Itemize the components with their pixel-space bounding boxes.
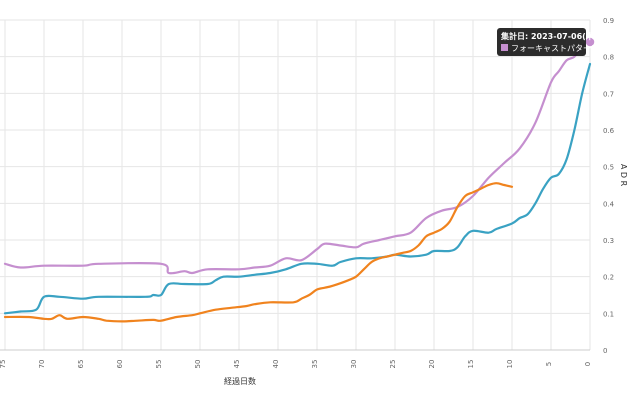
x-tick-labels: 75 70 65 60 55 50 45 40 35 30 25 20 15 10 5 0 [0,360,592,369]
x-tick-label-2: 65 [77,360,85,369]
tooltip-value: 199 室 [604,43,630,53]
series-layer [3,40,592,323]
x-axis-title: 経過日数 [224,376,256,386]
y-tick-label-6: 0.6 [603,127,615,135]
x-tick-label-9: 30 [350,360,358,369]
x-tick-label-8: 35 [311,360,319,369]
y-tick-label-1: 0.1 [603,310,614,318]
x-tick-label-7: 40 [272,360,280,369]
x-tick-label-0: 75 [0,360,7,369]
y-tick-label-5: 0.5 [603,164,614,172]
y-tick-label-7: 0.7 [603,90,614,98]
x-tick-label-14: 5 [545,362,553,366]
x-tick-label-1: 70 [38,360,46,369]
x-tick-label-11: 20 [428,360,436,369]
tooltip-series-label: フォーキャストパターン [511,44,599,53]
x-tick-label-12: 15 [467,360,475,369]
y-tick-label-4: 0.4 [603,200,615,208]
x-tick-label-15: 0 [584,362,592,366]
tooltip-background [497,28,586,56]
tooltip-title: 集計日: 2023-07-06(木) [500,31,597,41]
y-tick-labels: 0 0.1 0.2 0.3 0.4 0.5 0.6 0.7 0.8 0.9 [603,17,615,355]
series-line-2 [3,182,514,323]
x-tick-label-13: 10 [506,360,514,369]
tooltip-series-row: フォーキャストパターン: 199 室 [511,43,630,53]
x-tick-label-10: 25 [389,360,397,369]
x-tick-label-5: 50 [194,360,202,369]
x-tick-label-3: 60 [116,360,124,369]
grid-lines [0,19,591,351]
y-tick-label-9: 0.9 [603,17,614,25]
series-line-1 [3,62,592,315]
y-tick-label-8: 0.8 [603,54,614,62]
tooltip: 集計日: 2023-07-06(木) フォーキャストパターン: 199 室 [497,28,630,56]
tooltip-separator: : [599,44,604,53]
tooltip-series-swatch [501,44,508,51]
y-tick-label-3: 0.3 [603,237,614,245]
series-line-0 [3,40,592,275]
x-tick-label-4: 55 [155,360,163,369]
y-tick-label-2: 0.2 [603,274,614,282]
x-tick-label-6: 45 [233,360,241,369]
y-axis-title: A D R [619,164,628,187]
y-tick-label-0: 0 [603,347,607,355]
